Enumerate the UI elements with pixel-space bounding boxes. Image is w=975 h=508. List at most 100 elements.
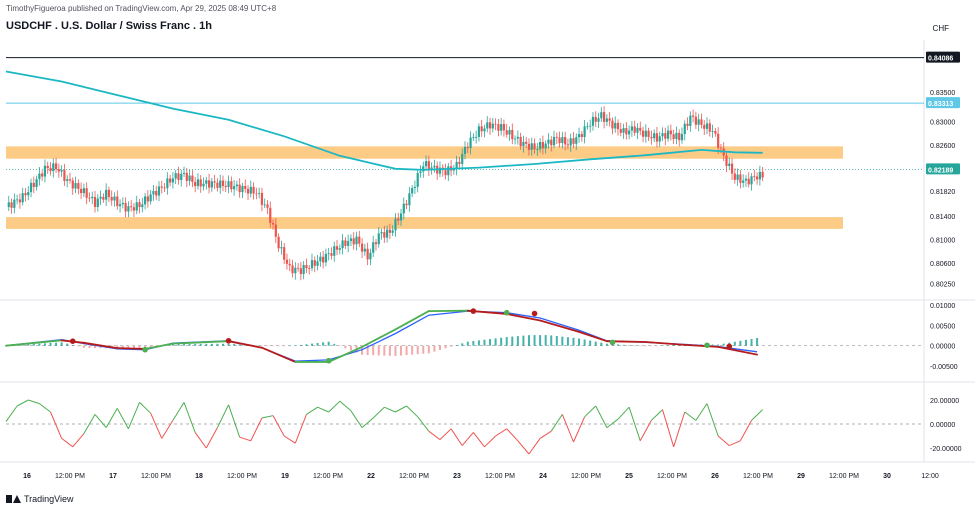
candle-body [647, 130, 650, 137]
macd-signal-segment [394, 310, 430, 331]
candle-body [452, 168, 455, 171]
candle-body [633, 126, 636, 133]
candle-body [146, 196, 149, 202]
macd-bar [305, 344, 308, 346]
x-tick-label-19: 12:00 PM [829, 473, 859, 480]
oscillator-segment [561, 414, 574, 443]
macd-bar [527, 335, 530, 346]
candle-body [502, 124, 506, 131]
candle-body [566, 144, 570, 146]
candle-body [199, 179, 202, 187]
price-tick-label-8: 0.80250 [930, 282, 955, 289]
candle-body [508, 130, 511, 135]
candle-body [753, 176, 756, 178]
candle-body [302, 265, 305, 275]
price-tick-label-2: 0.82600 [930, 143, 955, 150]
candle-body [539, 142, 542, 150]
symbol-title[interactable]: USDCHF . U.S. Dollar / Swiss Franc . 1h [6, 20, 212, 32]
candle-body [308, 268, 311, 269]
publish-info: TimothyFigueroa published on TradingView… [6, 4, 277, 13]
candle-body [77, 183, 80, 189]
price-tick-label-0: 0.83500 [930, 90, 955, 97]
candle-body [472, 137, 475, 138]
candle-body [16, 199, 19, 201]
candle-body [132, 207, 136, 211]
oscillator-segment [294, 414, 307, 444]
candle-body [530, 143, 533, 150]
candle-body [733, 173, 736, 180]
brand-text: TradingView [24, 494, 74, 504]
candle-body [480, 126, 483, 132]
candle-body [388, 229, 391, 233]
candle-body [288, 263, 291, 266]
candle-body [374, 242, 378, 245]
candle-body [118, 204, 122, 207]
candle-body [594, 116, 597, 122]
candle-body [316, 261, 319, 266]
candle-body [678, 132, 681, 141]
macd-bar [205, 343, 208, 346]
macd-signal-segment [227, 340, 263, 349]
macd-bar [756, 338, 759, 346]
candle-body [739, 174, 742, 183]
candle-body [630, 126, 634, 131]
candle-body [555, 136, 558, 138]
oscillator-segment [662, 409, 675, 447]
candle-body [569, 138, 572, 146]
macd-signal-segment [261, 346, 297, 363]
candle-body [163, 187, 166, 189]
oscillator-segment [328, 400, 341, 413]
candle-body [730, 163, 734, 174]
oscillator-segment [361, 417, 374, 428]
macd-bar [422, 345, 425, 354]
candle-body [597, 118, 600, 122]
oscillator-segment [250, 417, 263, 442]
oscillator-segment [5, 405, 18, 422]
candle-body [216, 182, 219, 188]
macd-bar [322, 342, 325, 346]
candle-body [207, 180, 211, 188]
candle-body [386, 229, 389, 238]
candle-body [547, 139, 550, 144]
candle-body [636, 127, 639, 133]
oscillator-segment [495, 428, 507, 437]
candle-body [605, 118, 608, 122]
candle-body [505, 130, 508, 135]
x-tick-label-6: 19 [281, 473, 289, 480]
tradingview-logo[interactable]: TradingView [6, 494, 74, 504]
macd-bar [605, 343, 608, 346]
macd-bar [194, 343, 197, 346]
candle-body [124, 202, 127, 212]
macd-bar [77, 345, 80, 347]
macd-signal-segment [172, 340, 230, 345]
candle-body [255, 193, 258, 195]
candle-body [602, 112, 606, 122]
macd-bar [583, 339, 586, 346]
oscillator-tick-label-2: -20.00000 [930, 446, 962, 453]
macd-bar [466, 341, 469, 346]
candle-body [394, 218, 397, 231]
candle-body [728, 163, 731, 166]
x-tick-label-20: 30 [883, 473, 891, 480]
macd-bar [266, 345, 269, 347]
candle-body [641, 130, 645, 137]
candle-body [475, 136, 478, 138]
macd-signal-segment [82, 341, 119, 350]
macd-bar [561, 336, 564, 346]
macd-bar [633, 345, 636, 347]
x-tick-label-14: 25 [625, 473, 633, 480]
candle-body [622, 128, 625, 133]
candle-body [227, 181, 230, 187]
macd-bar [667, 345, 670, 346]
candle-body [586, 126, 589, 128]
macd-bar [411, 345, 414, 355]
macd-bar [438, 345, 441, 350]
macd-bar [344, 345, 347, 349]
candle-body [483, 128, 486, 132]
macd-bar [327, 341, 330, 346]
macd-bar [121, 345, 124, 349]
candle-body [639, 127, 642, 131]
price-tick-label-1: 0.83000 [930, 120, 955, 127]
candle-body [310, 260, 314, 269]
